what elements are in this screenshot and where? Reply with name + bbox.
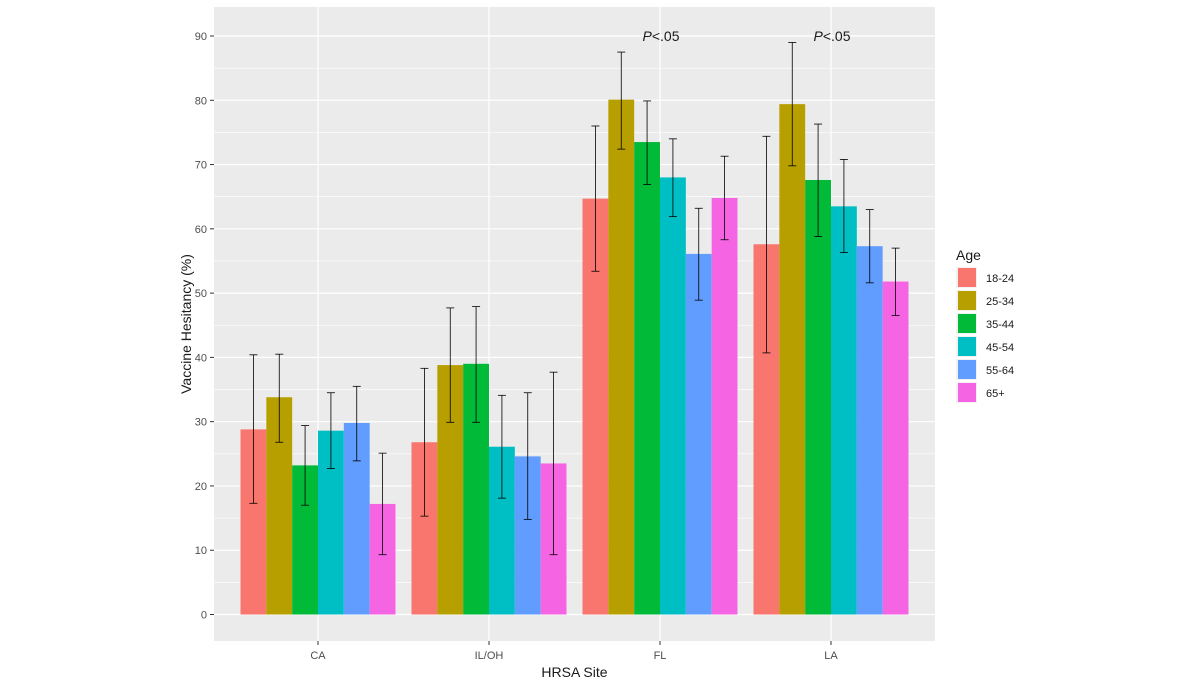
- bar-LA-45-54: [831, 206, 857, 615]
- annotation-italic: P: [814, 28, 824, 44]
- legend-item-45-54: 45-54: [956, 336, 1014, 357]
- error-bar-CA-65+: [378, 452, 387, 556]
- bar-FL-45-54: [660, 177, 686, 615]
- x-tick-label: FL: [654, 650, 667, 662]
- legend-item-25-34: 25-34: [956, 290, 1014, 311]
- error-bar-CA-35-44: [301, 425, 310, 506]
- bar-FL-25-34: [608, 99, 635, 615]
- legend-item-55-64: 55-64: [956, 359, 1014, 380]
- error-bar-IL/OH-45-54: [497, 394, 506, 499]
- bar-LA-65+: [882, 281, 909, 615]
- y-tick-label: 30: [195, 417, 207, 429]
- error-bar-IL/OH-35-44: [472, 306, 481, 423]
- legend-label: 55-64: [986, 365, 1014, 377]
- error-bar-IL/OH-65+: [549, 371, 558, 556]
- bar-LA-55-64: [856, 246, 883, 615]
- legend-label: 35-44: [986, 319, 1014, 331]
- y-tick-label: 40: [195, 352, 207, 364]
- annotation-p-value: P<.05: [814, 28, 851, 44]
- y-tick-label: 90: [195, 31, 207, 43]
- error-bar-FL-18-24: [591, 125, 600, 272]
- error-bar-LA-55-64: [865, 209, 874, 284]
- error-bar-IL/OH-25-34: [446, 307, 455, 423]
- annotation-text: <.05: [823, 28, 851, 44]
- error-bar-FL-55-64: [694, 207, 703, 301]
- legend-item-18-24: 18-24: [956, 267, 1014, 288]
- legend-item-35-44: 35-44: [956, 313, 1014, 334]
- x-tick-label: CA: [310, 650, 326, 662]
- legend: Age 18-24 25-34 35-44 45-54 55-64 65+: [956, 247, 1014, 403]
- annotation-text: <.05: [652, 28, 680, 44]
- annotation-p-value: P<.05: [643, 28, 680, 44]
- error-bar-IL/OH-55-64: [523, 392, 532, 520]
- legend-swatch: [958, 314, 976, 333]
- legend-swatch: [958, 337, 976, 356]
- legend-label: 65+: [986, 388, 1005, 400]
- x-tick-label: LA: [824, 650, 838, 662]
- legend-label: 25-34: [986, 296, 1014, 308]
- legend-swatch: [958, 383, 976, 402]
- y-tick-label: 20: [195, 481, 207, 493]
- error-bar-LA-25-34: [788, 42, 797, 167]
- error-bar-FL-35-44: [643, 100, 652, 185]
- y-tick-label: 10: [195, 545, 207, 557]
- error-bar-LA-45-54: [839, 159, 848, 254]
- bar-FL-35-44: [634, 142, 660, 615]
- legend-label: 18-24: [986, 273, 1014, 285]
- error-bar-FL-25-34: [617, 51, 626, 150]
- error-bar-IL/OH-18-24: [420, 367, 429, 517]
- error-bars: [249, 42, 900, 556]
- error-bar-CA-25-34: [275, 353, 284, 443]
- legend-label: 45-54: [986, 342, 1014, 354]
- y-axis-title: Vaccine Hesitancy (%): [178, 254, 194, 394]
- x-axis: CA IL/OH FL LA: [310, 641, 838, 662]
- error-bar-CA-55-64: [352, 385, 361, 462]
- x-axis-title: HRSA Site: [541, 664, 607, 680]
- annotations: P<.05 P<.05: [643, 28, 851, 44]
- legend-item-65+: 65+: [956, 382, 1005, 403]
- error-bar-FL-45-54: [668, 138, 677, 218]
- bar-LA-25-34: [779, 104, 806, 615]
- error-bar-CA-18-24: [249, 354, 258, 504]
- annotation-italic: P: [643, 28, 653, 44]
- error-bar-LA-65+: [891, 247, 900, 317]
- y-tick-label: 0: [201, 610, 207, 622]
- error-bar-CA-45-54: [326, 392, 335, 469]
- y-tick-label: 80: [195, 95, 207, 107]
- x-tick-label: IL/OH: [475, 650, 504, 662]
- legend-swatch: [958, 268, 976, 287]
- legend-title: Age: [956, 247, 981, 263]
- bar-FL-65+: [711, 197, 738, 615]
- bar-LA-35-44: [805, 179, 831, 615]
- error-bar-LA-18-24: [762, 135, 771, 354]
- y-tick-label: 60: [195, 224, 207, 236]
- legend-swatch: [958, 360, 976, 379]
- y-tick-label: 50: [195, 288, 207, 300]
- y-tick-label: 70: [195, 160, 207, 172]
- legend-swatch: [958, 291, 976, 310]
- y-axis: 0 10 20 30 40 50 60 70 80 90: [195, 31, 214, 622]
- error-bar-FL-65+: [720, 155, 729, 241]
- error-bar-LA-35-44: [814, 123, 823, 237]
- bar-FL-55-64: [685, 253, 712, 615]
